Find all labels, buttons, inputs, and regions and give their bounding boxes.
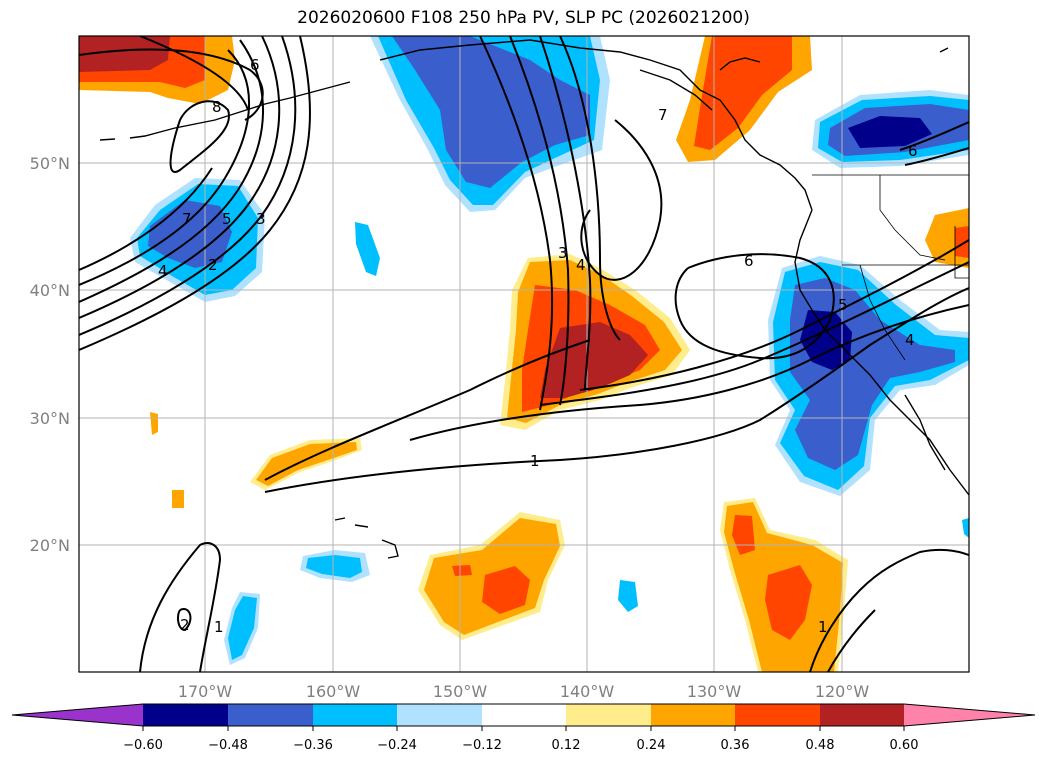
colorbar-segment (820, 704, 904, 726)
pv-anomaly-cyan (355, 222, 380, 276)
pv-anomaly-cyan (306, 555, 362, 578)
lat-label: 30°N (30, 409, 70, 428)
lon-label: 120°W (815, 682, 870, 701)
longitude-labels: 170°W 160°W 150°W 140°W 130°W 120°W (178, 682, 870, 701)
contour-label: 6 (250, 56, 260, 74)
contour-label: 4 (576, 256, 586, 274)
contour-label: 1 (214, 618, 224, 636)
pv-anomaly-red-orange (482, 566, 530, 614)
map-title: 2026020600 F108 250 hPa PV, SLP PC (2026… (297, 8, 750, 28)
colorbar-segment (228, 704, 313, 726)
lon-label: 130°W (687, 682, 742, 701)
colorbar-tick-label: −0.48 (208, 738, 248, 753)
colorbar-extend-min (12, 704, 143, 726)
pv-anomaly-orange (172, 490, 184, 508)
contour-label: 2 (180, 616, 190, 634)
colorbar-segment (313, 704, 397, 726)
contour-label: 7 (182, 210, 192, 228)
contour-label: 6 (908, 142, 918, 160)
colorbar-tick-label: 0.24 (637, 738, 666, 753)
colorbar-segment (566, 704, 651, 726)
colorbar-tick-label: −0.24 (377, 738, 417, 753)
lat-label: 50°N (30, 154, 70, 173)
contour-label: 5 (222, 210, 232, 228)
lon-label: 150°W (433, 682, 488, 701)
map-area: 6 8 7 5 3 2 4 3 4 7 6 1 5 4 6 2 1 1 (79, 36, 969, 672)
contour-label: 5 (838, 296, 848, 314)
contour-label: 1 (530, 452, 540, 470)
colorbar-segment (482, 704, 566, 726)
pv-anomaly-red-orange (694, 36, 792, 150)
coastlines (99, 39, 969, 559)
colorbar-segment (735, 704, 820, 726)
map-frame (78, 35, 970, 673)
pv-anomaly-orange (256, 442, 357, 486)
colorbar: −0.60 −0.48 −0.36 −0.24 −0.12 0.12 0.24 … (11, 703, 1036, 753)
pv-anomaly-red-orange (765, 565, 812, 640)
colorbar-tick-label: 0.12 (552, 738, 581, 753)
colorbar-tick-label: −0.60 (123, 738, 163, 753)
pv-anomaly-cyan (228, 596, 257, 660)
colorbar-tick-label: 0.48 (806, 738, 835, 753)
lat-label: 40°N (30, 281, 70, 300)
contour-label: 7 (658, 106, 668, 124)
pv-anomaly-red-orange (452, 565, 472, 576)
pv-anomaly-red-orange (955, 226, 969, 258)
lon-label: 140°W (560, 682, 615, 701)
slp-contours (79, 36, 969, 672)
colorbar-segment (143, 704, 228, 726)
contour-label: 1 (818, 618, 828, 636)
contour-label: 8 (212, 98, 222, 116)
contour-label: 4 (158, 262, 168, 280)
colorbar-segment (397, 704, 482, 726)
lon-label: 170°W (178, 682, 233, 701)
colorbar-tick-label: −0.12 (462, 738, 502, 753)
colorbar-extend-max (904, 704, 1035, 726)
contour-label: 4 (905, 331, 915, 349)
latitude-labels: 50°N 40°N 30°N 20°N (30, 154, 70, 555)
contour-labels: 6 8 7 5 3 2 4 3 4 7 6 1 5 4 6 2 1 1 (158, 56, 918, 636)
contour-label: 3 (558, 244, 568, 262)
contour-label: 6 (744, 252, 754, 270)
positive-pv-anomalies (79, 36, 969, 672)
pv-anomaly-cyan (962, 518, 969, 538)
colorbar-tick-label: 0.36 (721, 738, 750, 753)
colorbar-tick-label: −0.36 (293, 738, 333, 753)
contour-label: 3 (256, 210, 266, 228)
lon-label: 160°W (306, 682, 361, 701)
pv-anomaly-navy (848, 116, 932, 148)
pv-anomaly-royal-blue (392, 36, 590, 188)
lat-label: 20°N (30, 536, 70, 555)
contour-label: 2 (208, 256, 218, 274)
political-borders (812, 174, 969, 361)
colorbar-tick-label: 0.60 (890, 738, 919, 753)
colorbar-segment (651, 704, 735, 726)
pv-anomaly-firebrick (79, 36, 170, 72)
pv-anomaly-cyan (618, 580, 638, 612)
